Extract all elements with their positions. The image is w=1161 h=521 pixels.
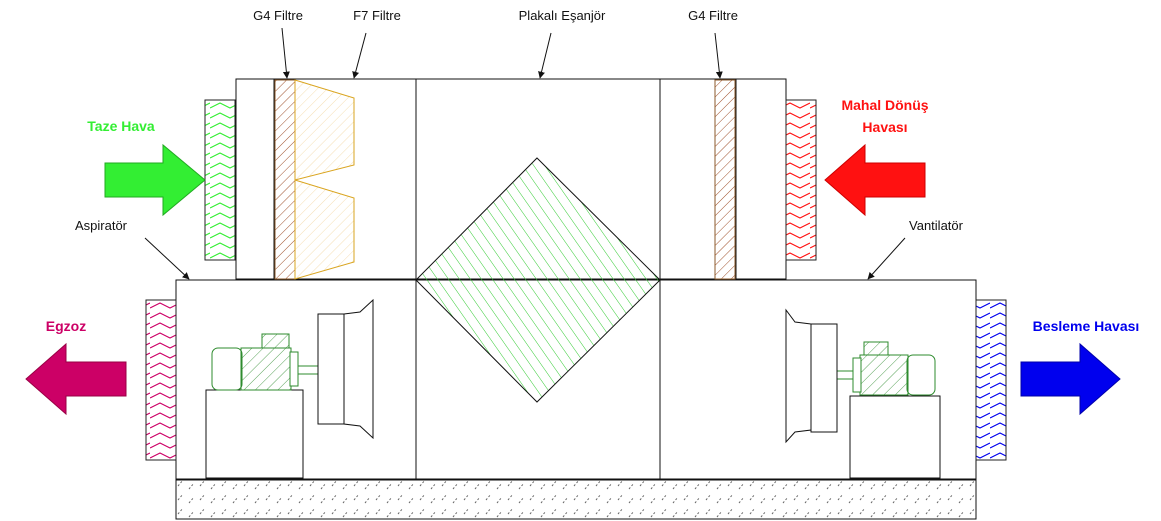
exhaust-label: Egzoz xyxy=(46,318,86,334)
fan-motor-flange xyxy=(852,357,862,393)
exhaust-arrow-icon xyxy=(25,342,127,416)
fan-inlet-cone xyxy=(785,308,812,444)
aspirator-fan-inlet-cone xyxy=(343,298,374,440)
supply-air-label: Besleme Havası xyxy=(1033,318,1140,334)
aspirator-fan-wheel xyxy=(317,313,345,425)
f7-filter-label: F7 Filtre xyxy=(353,8,401,23)
fan-motor-base xyxy=(849,395,941,479)
g4-filter-right-label: G4 Filtre xyxy=(688,8,738,23)
f7-filter-leader xyxy=(352,32,367,79)
fan-shaft xyxy=(836,370,854,380)
fan-motor-endcap xyxy=(906,354,936,396)
plate-exchanger-label: Plakalı Eşanjör xyxy=(519,8,606,23)
aspirator-motor-body xyxy=(240,347,292,391)
exhaust-damper xyxy=(145,299,177,461)
return-air-label-line1: Mahal Dönüş xyxy=(841,97,928,113)
fan-wheel xyxy=(810,323,838,433)
g4-filter-right xyxy=(714,79,736,280)
exchanger-leader xyxy=(538,32,552,79)
fresh-air-label: Taze Hava xyxy=(87,118,155,134)
g4-filter-right-leader xyxy=(714,32,723,79)
fan-leader xyxy=(867,237,906,280)
fan-label: Vantilatör xyxy=(909,218,964,233)
f7-filter-bag-upper xyxy=(294,79,355,181)
return-air-arrow-icon xyxy=(824,143,926,217)
aspirator-motor-endcap xyxy=(211,347,243,391)
fresh-air-damper xyxy=(204,99,236,261)
g4-filter-left-leader xyxy=(281,27,290,79)
fan-motor-body xyxy=(859,354,909,396)
aspirator-terminal-box xyxy=(261,333,290,349)
fresh-air-arrow-icon xyxy=(104,143,206,217)
g4-filter-left xyxy=(274,79,296,280)
fan-terminal-box xyxy=(863,341,889,356)
plate-exchanger-core xyxy=(415,157,661,403)
aspirator-motor-base xyxy=(205,389,304,479)
g4-filter-left-label: G4 Filtre xyxy=(253,8,303,23)
aspirator-label: Aspiratör xyxy=(75,218,128,233)
supply-air-damper xyxy=(975,299,1007,461)
base-frame xyxy=(175,478,977,520)
aspirator-motor-flange xyxy=(289,351,299,387)
return-air-label-line2: Havası xyxy=(862,119,907,135)
f7-filter-bag-lower xyxy=(294,179,355,280)
aspirator-shaft xyxy=(297,365,319,375)
return-air-damper xyxy=(785,99,817,261)
supply-air-arrow-icon xyxy=(1020,342,1121,416)
aspirator-leader xyxy=(144,237,190,280)
